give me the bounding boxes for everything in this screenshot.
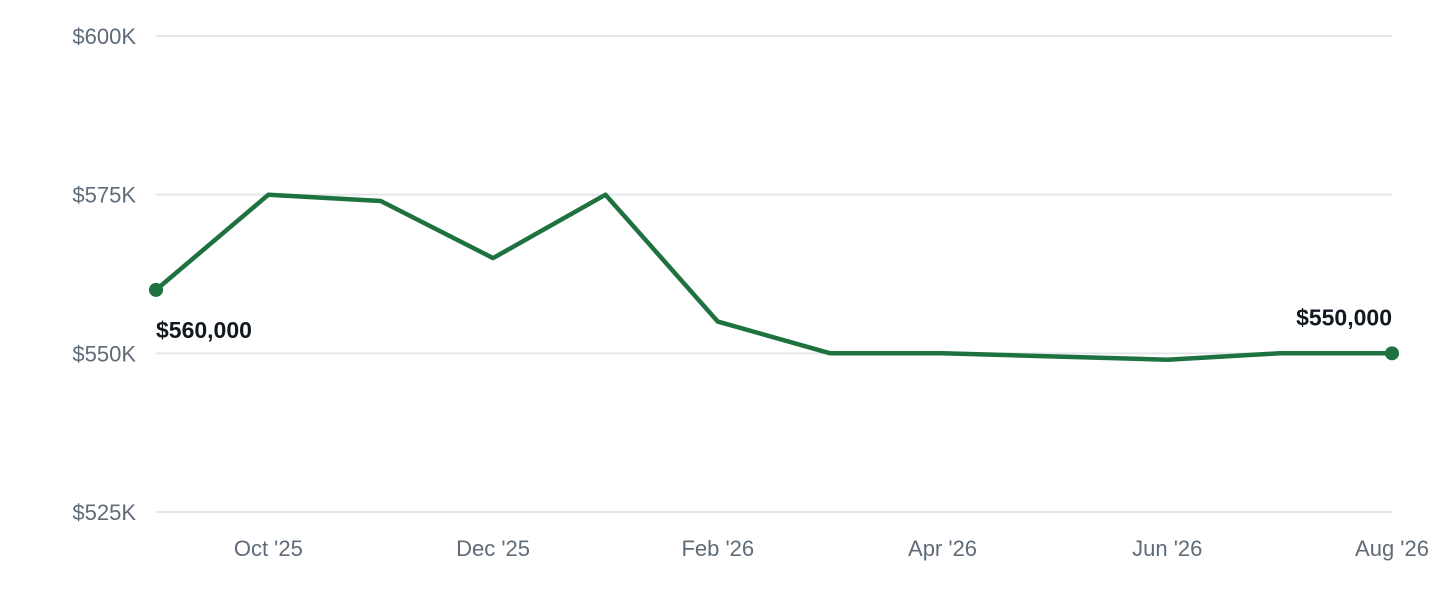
endpoint-markers — [149, 282, 1399, 361]
endpoint-marker — [1385, 346, 1399, 361]
endpoint-value-label: $560,000 — [156, 317, 252, 343]
x-axis-tick-labels: Oct '25 Dec '25 Feb '26 Apr '26 Jun '26 Aug '… — [234, 536, 1429, 561]
x-tick-label: Jun '26 — [1132, 536, 1202, 561]
x-tick-label: Apr '26 — [908, 536, 977, 561]
y-tick-label: $525K — [72, 500, 136, 525]
y-tick-label: $550K — [72, 341, 136, 366]
x-tick-label: Feb '26 — [681, 536, 754, 561]
endpoint-value-labels: $560,000 $550,000 — [156, 304, 1392, 343]
price-line — [153, 192, 1395, 362]
x-tick-label: Oct '25 — [234, 536, 303, 561]
y-tick-label: $575K — [72, 183, 136, 208]
endpoint-marker — [149, 282, 163, 297]
x-tick-label: Dec '25 — [456, 536, 530, 561]
y-tick-label: $600K — [72, 24, 136, 49]
y-axis-tick-labels: $600K $575K $550K $525K — [72, 24, 136, 525]
grid-lines — [156, 35, 1392, 513]
x-tick-label: Aug '26 — [1355, 536, 1429, 561]
endpoint-value-label: $550,000 — [1296, 304, 1392, 330]
